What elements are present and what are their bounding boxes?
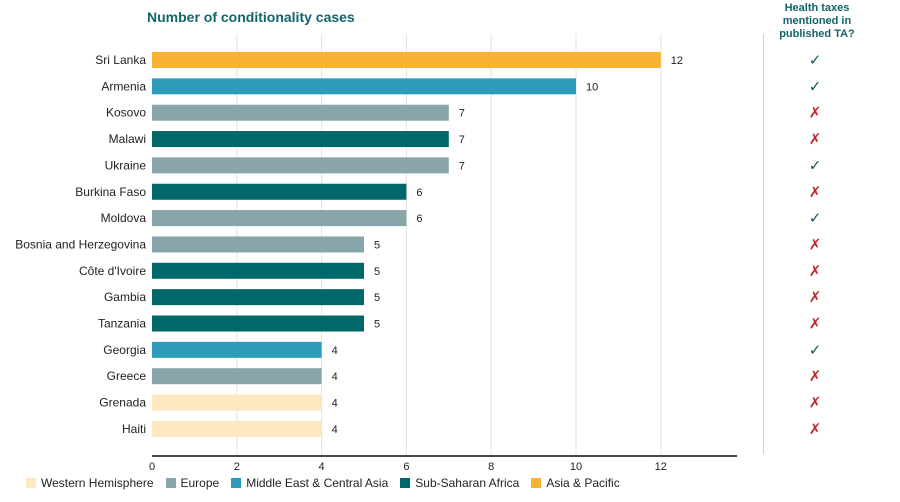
bar-greece — [152, 368, 322, 385]
check-icon: ✓ — [809, 209, 822, 227]
cross-icon: ✗ — [809, 104, 822, 122]
category-label: Burkina Faso — [75, 185, 146, 199]
bar-kosovo — [152, 104, 449, 121]
data-label: 6 — [416, 213, 422, 225]
data-label: 12 — [671, 55, 683, 67]
category-label: Grenada — [99, 396, 146, 410]
data-label: 7 — [459, 160, 465, 172]
legend-item: Asia & Pacific — [531, 476, 620, 490]
check-icon: ✓ — [809, 51, 822, 69]
bar-georgia — [152, 341, 322, 358]
data-label: 4 — [332, 371, 338, 383]
bar-ukraine — [152, 157, 449, 174]
cross-icon: ✗ — [809, 183, 822, 201]
category-label: Gambia — [104, 290, 146, 304]
column-divider — [763, 34, 764, 454]
data-label: 5 — [374, 292, 380, 304]
data-label: 7 — [459, 134, 465, 146]
bar-grenada — [152, 394, 322, 411]
cross-icon: ✗ — [809, 288, 822, 306]
legend-label: Europe — [180, 476, 220, 490]
cross-icon: ✗ — [809, 235, 822, 253]
category-label: Haiti — [122, 422, 146, 436]
category-label: Georgia — [103, 343, 146, 357]
x-tick-label: 0 — [149, 461, 155, 473]
cross-icon: ✗ — [809, 420, 822, 438]
chart-title: Number of conditionality cases — [147, 9, 355, 25]
bar-gambia — [152, 289, 364, 306]
category-label: Greece — [107, 369, 147, 383]
data-label: 5 — [374, 266, 380, 278]
category-label: Kosovo — [106, 106, 146, 120]
category-label: Malawi — [109, 132, 146, 146]
data-label: 4 — [332, 398, 338, 410]
legend-item: Middle East & Central Asia — [231, 476, 388, 490]
category-label: Armenia — [101, 79, 146, 93]
legend-swatch — [165, 478, 176, 488]
data-label: 4 — [332, 345, 338, 357]
legend-item: Sub-Saharan Africa — [400, 476, 519, 490]
data-label: 6 — [416, 187, 422, 199]
data-label: 4 — [332, 424, 338, 436]
bar-haiti — [152, 420, 322, 437]
x-tick-label: 4 — [319, 461, 325, 473]
category-label: Sri Lanka — [95, 53, 146, 67]
cross-icon: ✗ — [809, 367, 822, 385]
legend-swatch — [400, 478, 411, 488]
bar-bosnia-and-herzegovina — [152, 236, 364, 253]
legend-label: Asia & Pacific — [546, 476, 620, 490]
category-label: Moldova — [101, 211, 147, 225]
bar-armenia — [152, 78, 576, 95]
check-icon: ✓ — [809, 77, 822, 95]
legend-swatch — [231, 478, 242, 488]
legend-item: Western Hemisphere — [26, 476, 154, 490]
legend-swatch — [26, 478, 36, 488]
data-label: 7 — [459, 108, 465, 120]
x-tick-label: 12 — [655, 461, 667, 473]
health-taxes-header: Health taxes mentioned in published TA? — [779, 2, 855, 40]
x-tick-label: 6 — [403, 461, 409, 473]
bar-moldova — [152, 210, 407, 227]
cross-icon: ✗ — [809, 130, 822, 148]
legend-label: Middle East & Central Asia — [246, 476, 389, 490]
legend-label: Sub-Saharan Africa — [415, 476, 520, 490]
bar-burkina-faso — [152, 183, 407, 200]
data-label: 5 — [374, 319, 380, 331]
cross-icon: ✗ — [809, 394, 822, 412]
bar-c-te-d-ivoire — [152, 262, 364, 279]
x-tick-label: 2 — [234, 461, 240, 473]
legend: Western Hemisphere Europe Middle East & Ce… — [26, 476, 620, 490]
legend-swatch — [531, 478, 542, 488]
data-label: 10 — [586, 81, 598, 93]
bar-sri-lanka — [152, 52, 661, 68]
cross-icon: ✗ — [809, 262, 822, 280]
x-tick-label: 10 — [570, 461, 582, 473]
x-tick-label: 8 — [488, 461, 494, 473]
legend-label: Western Hemisphere — [41, 476, 154, 490]
cross-icon: ✗ — [809, 315, 822, 333]
category-label: Ukraine — [105, 158, 147, 172]
check-icon: ✓ — [809, 341, 822, 359]
category-label: Tanzania — [98, 317, 146, 331]
bar-tanzania — [152, 315, 364, 332]
data-label: 5 — [374, 239, 380, 251]
category-label: Bosnia and Herzegovina — [15, 237, 146, 251]
category-label: Côte d'Ivoire — [79, 264, 146, 278]
legend-item: Europe — [165, 476, 220, 490]
bar-malawi — [152, 131, 449, 148]
check-icon: ✓ — [809, 156, 822, 174]
